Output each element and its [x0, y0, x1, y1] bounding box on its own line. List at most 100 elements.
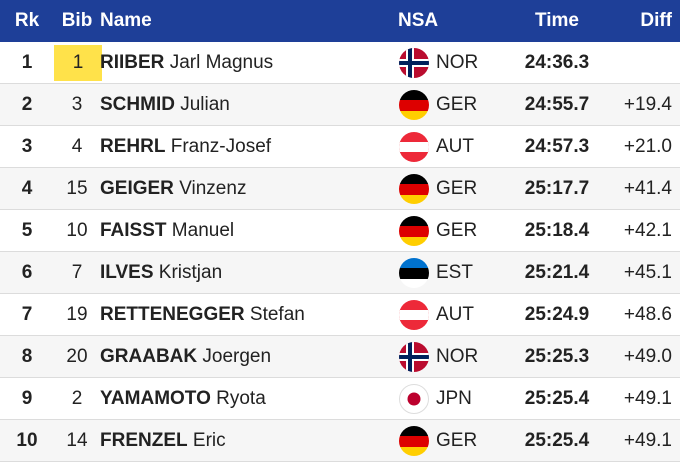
nsa-cell: GER: [398, 419, 510, 462]
bib-cell: 4: [54, 125, 100, 168]
nsa-cell: GER: [398, 83, 510, 126]
result-row[interactable]: 10 14 FRENZEL Eric GER 25:25.4 +49.1: [0, 419, 680, 462]
header-cell[interactable]: NSA: [398, 0, 510, 42]
result-row[interactable]: 3 4 REHRL Franz-Josef AUT 24:57.3 +21.0: [0, 125, 680, 168]
flag-icon: [398, 341, 430, 373]
flag-icon: [398, 257, 430, 289]
given-name: Joergen: [202, 345, 272, 367]
bib-cell: 10: [54, 209, 100, 252]
surname: GRAABAK: [100, 345, 198, 367]
result-row[interactable]: 6 7 ILVES Kristjan EST 25:21.4 +45.1: [0, 251, 680, 294]
nsa: EST: [436, 261, 473, 283]
flag-icon: [398, 383, 430, 415]
nsa: GER: [436, 429, 478, 451]
diff: [604, 42, 680, 84]
rank: 2: [0, 83, 54, 126]
nsa: AUT: [436, 135, 474, 157]
nsa: GER: [436, 93, 478, 115]
time: 25:18.4: [510, 209, 604, 252]
flag-icon: [398, 131, 430, 163]
name-cell: RETTENEGGER Stefan: [100, 293, 398, 336]
nsa-cell: AUT: [398, 125, 510, 168]
bib-cell: 3: [54, 83, 100, 126]
time: 25:24.9: [510, 293, 604, 336]
bib: 4: [71, 135, 83, 157]
given-name: Kristjan: [158, 261, 223, 283]
nsa: NOR: [436, 51, 479, 73]
result-row[interactable]: 5 10 FAISST Manuel GER 25:18.4 +42.1: [0, 209, 680, 252]
rank: 1: [0, 42, 54, 84]
surname: ILVES: [100, 261, 154, 283]
bib: 19: [66, 303, 88, 325]
flag-icon: [398, 299, 430, 331]
bib-cell: 14: [54, 419, 100, 462]
table-body: 1 1 RIIBER Jarl Magnus NOR 24:36.3 2 3 SCHMID J…: [0, 42, 680, 462]
time: 24:36.3: [510, 42, 604, 84]
header-cell[interactable]: Time: [510, 0, 604, 42]
diff: +49.0: [604, 335, 680, 378]
time: 25:21.4: [510, 251, 604, 294]
nsa: GER: [436, 177, 478, 199]
bib-cell: 19: [54, 293, 100, 336]
nsa: NOR: [436, 345, 479, 367]
nsa-cell: NOR: [398, 335, 510, 378]
bib: 1: [54, 44, 102, 81]
surname: REHRL: [100, 135, 166, 157]
bib: 14: [66, 429, 88, 451]
given-name: Jarl Magnus: [169, 51, 274, 73]
time: 25:25.3: [510, 335, 604, 378]
bib: 10: [66, 219, 88, 241]
diff: +21.0: [604, 125, 680, 168]
flag-icon: [398, 173, 430, 205]
rank: 9: [0, 377, 54, 420]
nsa: AUT: [436, 303, 474, 325]
nsa-cell: NOR: [398, 42, 510, 84]
flag-icon: [398, 215, 430, 247]
surname: SCHMID: [100, 93, 175, 115]
surname: YAMAMOTO: [100, 387, 211, 409]
bib-cell: 20: [54, 335, 100, 378]
bib: 2: [71, 387, 83, 409]
time: 25:17.7: [510, 167, 604, 210]
given-name: Franz-Josef: [170, 135, 272, 157]
result-row[interactable]: 9 2 YAMAMOTO Ryota JPN 25:25.4 +49.1: [0, 377, 680, 420]
header-cell[interactable]: Rk: [0, 0, 54, 42]
name-cell: SCHMID Julian: [100, 83, 398, 126]
surname: FAISST: [100, 219, 167, 241]
nsa-cell: GER: [398, 209, 510, 252]
result-row[interactable]: 1 1 RIIBER Jarl Magnus NOR 24:36.3: [0, 42, 680, 84]
result-row[interactable]: 2 3 SCHMID Julian GER 24:55.7 +19.4: [0, 83, 680, 126]
header-cell[interactable]: Name: [100, 0, 398, 42]
surname: GEIGER: [100, 177, 174, 199]
flag-icon: [398, 47, 430, 79]
diff: +49.1: [604, 419, 680, 462]
name-cell: FAISST Manuel: [100, 209, 398, 252]
header-row: Rk Bib Name NSA Time Diff: [0, 0, 680, 42]
rank: 7: [0, 293, 54, 336]
rank: 8: [0, 335, 54, 378]
diff: +42.1: [604, 209, 680, 252]
header-cell[interactable]: Bib: [54, 0, 100, 42]
nsa: JPN: [436, 387, 472, 409]
bib-cell: 1: [54, 42, 102, 84]
surname: RETTENEGGER: [100, 303, 245, 325]
bib: 15: [66, 177, 88, 199]
diff: +49.1: [604, 377, 680, 420]
result-row[interactable]: 8 20 GRAABAK Joergen NOR 25:25.3 +49.0: [0, 335, 680, 378]
given-name: Vinzenz: [179, 177, 247, 199]
result-row[interactable]: 4 15 GEIGER Vinzenz GER 25:17.7 +41.4: [0, 167, 680, 210]
result-row[interactable]: 7 19 RETTENEGGER Stefan AUT 25:24.9 +48.6: [0, 293, 680, 336]
bib-cell: 15: [54, 167, 100, 210]
bib: 20: [66, 345, 88, 367]
diff: +48.6: [604, 293, 680, 336]
nsa-cell: JPN: [398, 377, 510, 420]
name-cell: GEIGER Vinzenz: [100, 167, 398, 210]
header-cell[interactable]: Diff: [604, 0, 680, 42]
time: 25:25.4: [510, 419, 604, 462]
name-cell: FRENZEL Eric: [100, 419, 398, 462]
bib: 3: [71, 93, 83, 115]
bib-cell: 7: [54, 251, 100, 294]
rank: 6: [0, 251, 54, 294]
rank: 4: [0, 167, 54, 210]
